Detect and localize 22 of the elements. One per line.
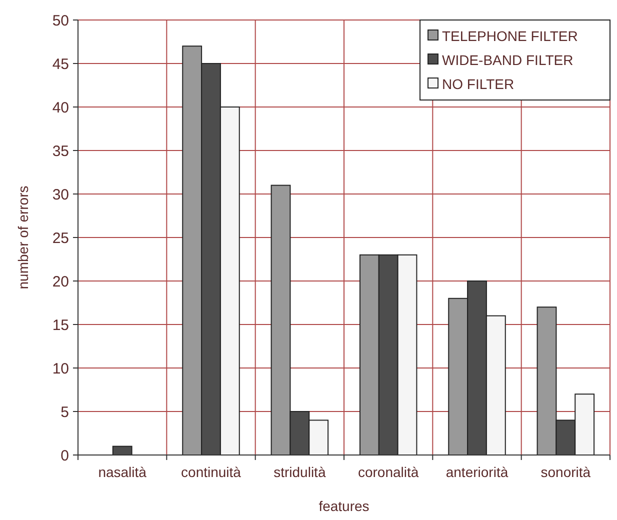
y-tick-label: 15 [52,316,69,334]
y-tick-label: 35 [52,142,69,160]
x-tick-label: stridulità [274,464,326,480]
y-tick-label: 20 [52,273,69,290]
y-tick-label: 25 [52,230,69,247]
y-tick-label: 0 [60,447,69,464]
x-tick-label: continuità [181,464,242,480]
y-tick-label: 45 [52,56,69,73]
x-tick-label: coronalità [358,464,419,480]
legend-label: WIDE-BAND FILTER [442,52,574,68]
y-tick-label: 50 [52,12,69,30]
y-tick-label: 40 [52,99,69,116]
y-tick-label: 5 [60,404,69,421]
x-tick-label: nasalità [98,464,147,480]
y-axis-title: number of errors [15,186,31,290]
legend-label: TELEPHONE FILTER [442,28,578,44]
x-tick-label: sonorità [540,464,591,480]
y-tick-label: 10 [52,360,69,378]
y-tick-label: 30 [52,186,69,204]
x-axis-title: features [318,498,370,514]
x-tick-label: anteriorità [446,464,508,480]
legend-label: NO FILTER [442,76,514,92]
